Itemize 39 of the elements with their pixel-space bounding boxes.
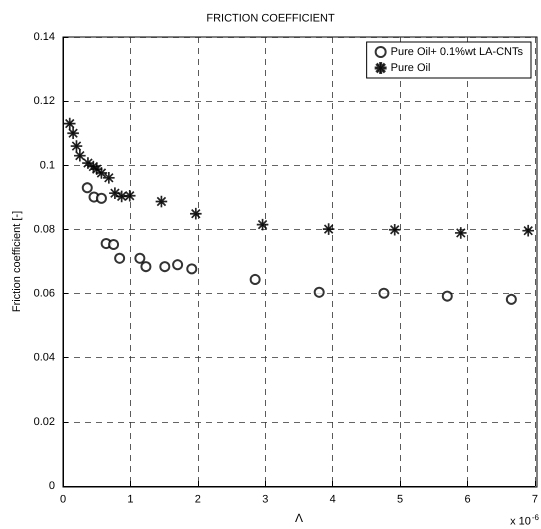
point <box>114 252 126 264</box>
point <box>442 290 453 302</box>
y-tick-label: 0.12 <box>34 95 55 108</box>
legend-label: Pure Oil+ 0.1%wt LA-CNTs <box>390 46 524 58</box>
point <box>172 259 184 270</box>
x-tick-label: 1 <box>127 494 134 506</box>
x-tick-label: 0 <box>60 494 66 506</box>
y-tick-label: 0.02 <box>34 416 55 428</box>
y-tick-label: 0.1 <box>40 159 55 172</box>
point <box>140 261 152 272</box>
chart-title: FRICTION COEFFICIENT <box>206 12 335 24</box>
x-axis-title: Λ <box>294 511 303 525</box>
point <box>506 294 517 305</box>
x-tick-label: 5 <box>397 494 404 506</box>
y-tick-label: 0.14 <box>34 31 55 43</box>
x-tick-label: 4 <box>330 494 336 506</box>
y-tick-label: 0.06 <box>34 288 55 300</box>
point <box>378 288 390 299</box>
point <box>96 167 108 179</box>
point <box>250 274 261 285</box>
y-tick-label: 0.04 <box>34 352 55 364</box>
point <box>186 263 198 274</box>
point <box>96 192 107 204</box>
x-tick-label: 2 <box>194 494 201 506</box>
point <box>256 218 268 230</box>
point <box>314 286 325 298</box>
point <box>156 196 168 208</box>
point <box>134 252 146 264</box>
y-tick-label: 0 <box>48 480 55 492</box>
x-tick-label: 6 <box>464 494 471 506</box>
point <box>159 261 170 272</box>
y-axis-title: Friction coefficient [-] <box>11 210 24 312</box>
y-tick-label: 0.08 <box>34 223 55 236</box>
point <box>82 182 93 194</box>
legend-label: Pure Oil <box>390 62 430 74</box>
point <box>70 140 82 152</box>
x-tick-label: 7 <box>532 494 538 506</box>
x-tick-label: 3 <box>262 494 268 506</box>
point <box>108 239 120 250</box>
